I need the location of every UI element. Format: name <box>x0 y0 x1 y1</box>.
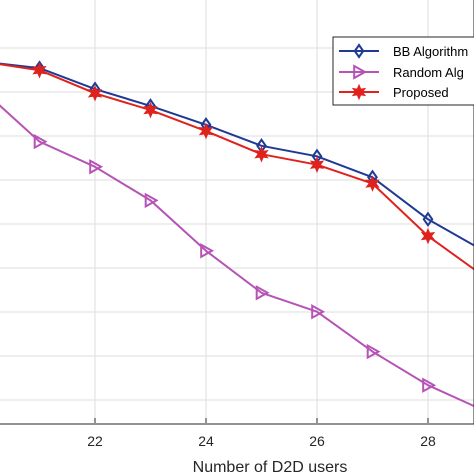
series-markers <box>32 60 437 393</box>
series-1-point-8 <box>422 377 437 393</box>
series-line-1 <box>0 104 474 408</box>
x-axis-title: Number of D2D users <box>193 459 348 474</box>
x-axis-ticks: 22 24 26 28 <box>87 418 436 449</box>
legend-marker-random-alg <box>353 64 368 80</box>
series-0-point-8 <box>422 211 434 228</box>
series-2-point-7 <box>365 175 380 192</box>
plot-frame <box>0 0 474 425</box>
x-tick-label-22: 22 <box>87 433 103 449</box>
x-tick-label-26: 26 <box>309 433 325 449</box>
series-1-point-1 <box>33 133 48 150</box>
legend-label-proposed: Proposed <box>393 85 449 100</box>
series-2-point-8 <box>420 227 436 245</box>
series-1-point-7 <box>366 343 381 360</box>
series-2-point-1 <box>32 61 47 79</box>
series-2-point-4 <box>198 122 214 140</box>
series-1-point-2 <box>89 159 104 175</box>
x-tick-label-28: 28 <box>420 433 436 449</box>
series-1-point-4 <box>200 243 215 259</box>
legend-label-bb-algorithm: BB Algorithm <box>393 44 468 59</box>
series-1-point-6 <box>311 304 326 320</box>
legend-marker-bb-algorithm <box>353 43 365 59</box>
series-line-0 <box>0 62 474 247</box>
series-2-point-3 <box>143 101 158 119</box>
grid-lines <box>0 0 474 423</box>
legend-marker-shape-2 <box>351 83 367 101</box>
legend: BB Algorithm Random Alg Proposed <box>332 36 474 106</box>
legend-marker-proposed <box>351 83 367 101</box>
legend-label-random-alg: Random Alg <box>393 65 464 80</box>
series-lines <box>0 62 474 408</box>
legend-marker-shape-0 <box>353 43 365 59</box>
series-1-point-5 <box>255 285 270 301</box>
series-2-point-5 <box>254 145 269 163</box>
series-2-point-6 <box>309 156 325 173</box>
series-line-2 <box>0 63 474 271</box>
series-2-point-2 <box>87 85 103 102</box>
legend-marker-shape-1 <box>353 64 368 80</box>
x-tick-label-24: 24 <box>198 433 214 449</box>
series-1-point-3 <box>144 192 159 209</box>
